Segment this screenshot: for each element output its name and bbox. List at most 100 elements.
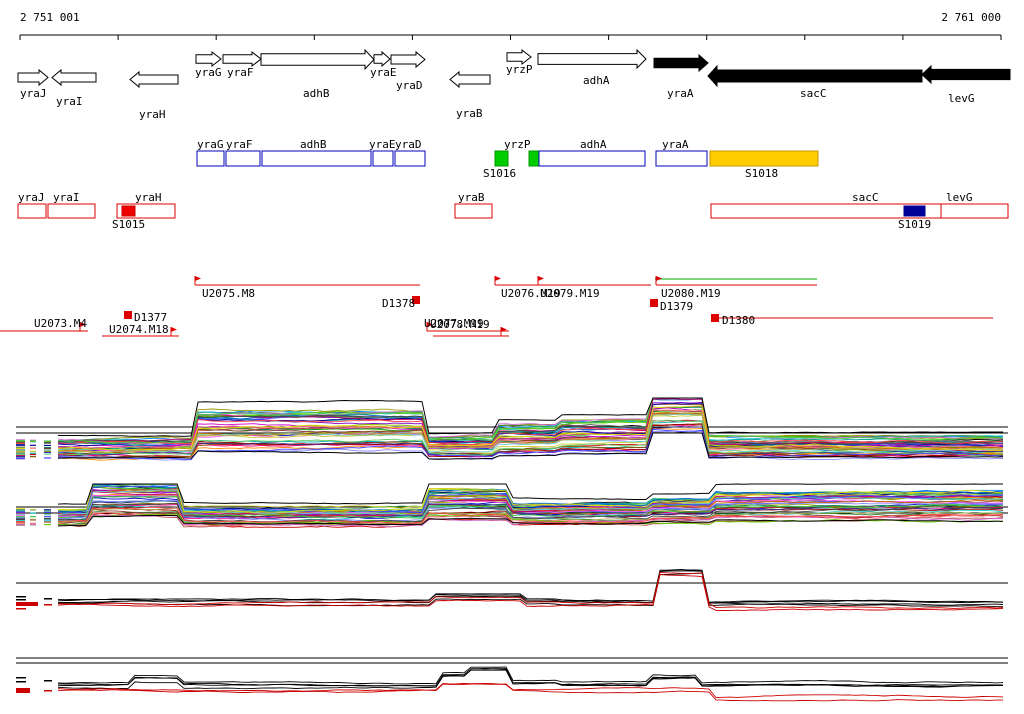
- primer-flag[interactable]: [501, 327, 507, 332]
- primer-label[interactable]: D1380: [722, 314, 756, 327]
- primer-label[interactable]: D1379: [660, 300, 694, 313]
- primer-label[interactable]: D1378: [382, 297, 416, 310]
- primer-label[interactable]: U2078.M19: [430, 318, 490, 331]
- gene-label-yraJ[interactable]: yraJ: [20, 87, 47, 100]
- probe-box-yraD[interactable]: [394, 150, 426, 167]
- gene-arrow-yraH[interactable]: [129, 70, 179, 89]
- probe-box-yraA[interactable]: [655, 150, 708, 167]
- gene-arrow-levG[interactable]: [921, 64, 1011, 85]
- primer-label[interactable]: U2075.M8: [202, 287, 255, 300]
- primer-flag[interactable]: [427, 322, 433, 327]
- probe-label[interactable]: adhB: [300, 138, 327, 151]
- gene-label-yraI[interactable]: yraI: [56, 95, 83, 108]
- probe-label[interactable]: S1018: [745, 167, 779, 180]
- signal-trace: [57, 574, 1004, 612]
- series-key-dash: [30, 447, 36, 449]
- series-key-dash: [30, 512, 36, 514]
- probe-box-S1018[interactable]: [709, 150, 819, 167]
- primer-marker-D1378[interactable]: [412, 296, 420, 304]
- probe-box-adhB[interactable]: [261, 150, 372, 167]
- gene-label-yraF[interactable]: yraF: [227, 66, 254, 79]
- region-label[interactable]: yraI: [53, 191, 80, 204]
- probe-box-yraF[interactable]: [225, 150, 261, 167]
- gene-label-adhA[interactable]: adhA: [583, 74, 610, 87]
- gene-arrow-yraE[interactable]: [373, 50, 391, 68]
- series-key-dash: [44, 442, 51, 444]
- gene-label-yraA[interactable]: yraA: [667, 87, 694, 100]
- gene-label-adhB[interactable]: adhB: [303, 87, 330, 100]
- primer-flag[interactable]: [538, 276, 544, 281]
- region-box-yraI[interactable]: [47, 203, 96, 219]
- gene-arrow-yraF[interactable]: [222, 50, 262, 68]
- primer-label[interactable]: U2077.M19: [424, 317, 484, 330]
- signal-trace: [57, 413, 1004, 453]
- region-label[interactable]: yraH: [135, 191, 162, 204]
- probe-label[interactable]: yraG: [197, 138, 224, 151]
- probe-label[interactable]: yrzP: [504, 138, 531, 151]
- series-key-dash: [16, 457, 25, 460]
- primer-flag[interactable]: [656, 276, 662, 281]
- primer-flag[interactable]: [171, 327, 177, 332]
- gene-arrow-yraG[interactable]: [195, 50, 222, 68]
- region-label[interactable]: levG: [946, 191, 973, 204]
- primer-label[interactable]: U2079.M19: [540, 287, 600, 300]
- gene-label-yraD[interactable]: yraD: [396, 79, 423, 92]
- gene-arrow-yraJ[interactable]: [17, 68, 49, 87]
- gene-label-yraH[interactable]: yraH: [139, 108, 166, 121]
- region-label[interactable]: sacC: [852, 191, 879, 204]
- region-box-yraB[interactable]: [454, 203, 493, 219]
- primer-marker-D1377[interactable]: [124, 311, 132, 319]
- region-label[interactable]: yraJ: [18, 191, 45, 204]
- signal-trace: [57, 511, 1004, 527]
- gene-label-yraG[interactable]: yraG: [195, 66, 222, 79]
- gene-arrow-adhB[interactable]: [260, 48, 375, 71]
- probe-box-yraE[interactable]: [372, 150, 394, 167]
- gene-arrow-adhA[interactable]: [537, 48, 647, 70]
- primer-flag[interactable]: [495, 276, 501, 281]
- primer-label[interactable]: U2076.M19: [501, 287, 561, 300]
- primer-label[interactable]: U2073.M4: [34, 317, 87, 330]
- signal-trace: [57, 397, 1004, 445]
- probe-label[interactable]: yraF: [226, 138, 253, 151]
- primer-marker-D1380[interactable]: [711, 314, 719, 322]
- series-key-dash: [44, 449, 51, 451]
- region-box-yraJ[interactable]: [17, 203, 47, 219]
- gene-label-yrzP[interactable]: yrzP: [506, 63, 533, 76]
- probe-box-S1016[interactable]: [494, 150, 509, 167]
- series-key-dash: [30, 444, 36, 446]
- probe-box-adhA[interactable]: [538, 150, 646, 167]
- probe-label[interactable]: yraE: [369, 138, 396, 151]
- gene-arrow-yraD[interactable]: [390, 50, 426, 69]
- probe-label[interactable]: yraD: [395, 138, 422, 151]
- probe-label[interactable]: yraA: [662, 138, 689, 151]
- signal-trace: [57, 397, 1004, 444]
- gene-label-levG[interactable]: levG: [948, 92, 975, 105]
- gene-arrow-yraI[interactable]: [51, 68, 97, 87]
- gene-arrow-yrzP[interactable]: [506, 48, 532, 66]
- primer-label[interactable]: U2080.M19: [661, 287, 721, 300]
- region-box-S1019[interactable]: [903, 205, 926, 217]
- region-label[interactable]: S1019: [898, 218, 932, 231]
- region-box-levG[interactable]: [940, 203, 1009, 219]
- gene-arrow-sacC[interactable]: [707, 64, 923, 88]
- gene-label-yraB[interactable]: yraB: [456, 107, 483, 120]
- gene-arrow-yraA[interactable]: [653, 53, 709, 73]
- region-box-S1015[interactable]: [121, 205, 136, 217]
- primer-label[interactable]: U2074.M18: [109, 323, 169, 336]
- signal-trace: [57, 412, 1004, 452]
- series-key-dash: [44, 453, 51, 455]
- region-label[interactable]: S1015: [112, 218, 146, 231]
- series-key-dash: [16, 453, 25, 456]
- probe-box-yraG[interactable]: [196, 150, 225, 167]
- probe-label[interactable]: S1016: [483, 167, 517, 180]
- gene-arrow-yraB[interactable]: [449, 70, 491, 89]
- primer-marker-D1379[interactable]: [650, 299, 658, 307]
- region-label[interactable]: yraB: [458, 191, 485, 204]
- primer-flag[interactable]: [80, 322, 86, 327]
- gene-label-yraE[interactable]: yraE: [370, 66, 397, 79]
- primer-label[interactable]: D1377: [134, 311, 168, 324]
- primer-flag[interactable]: [195, 276, 201, 281]
- probe-label[interactable]: adhA: [580, 138, 607, 151]
- probe-box-green-segment[interactable]: [528, 150, 540, 167]
- gene-label-sacC[interactable]: sacC: [800, 87, 827, 100]
